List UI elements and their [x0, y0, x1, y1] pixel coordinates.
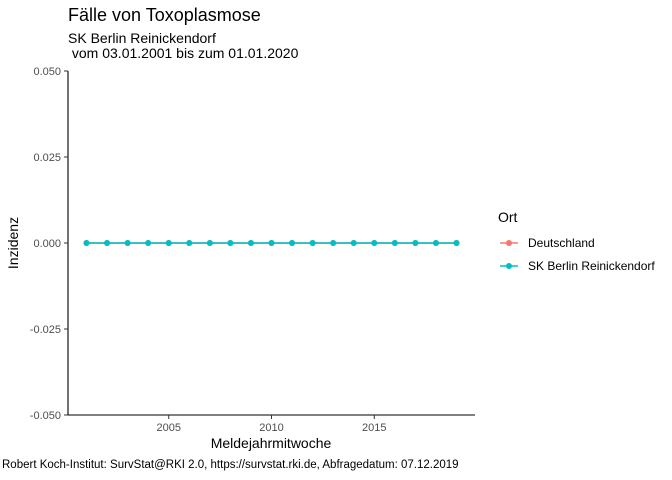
data-point [309, 240, 316, 246]
data-point [330, 240, 337, 246]
y-tick-label: -0.050 [30, 410, 61, 422]
data-point [391, 240, 398, 246]
legend-label: Deutschland [528, 236, 595, 250]
legend: Ort Deutschland SK Berlin Reinickendorf [498, 209, 655, 273]
y-tick-label: 0.050 [33, 66, 61, 78]
x-tick-label: 2010 [259, 422, 283, 434]
data-point [145, 240, 152, 246]
y-axis-title: Inzidenz [5, 217, 21, 269]
data-point [432, 240, 439, 246]
data-point [371, 240, 378, 246]
data-point [268, 240, 275, 246]
chart-title: Fälle von Toxoplasmose [68, 5, 261, 25]
y-tick-label: -0.025 [30, 324, 61, 336]
data-point [104, 240, 111, 246]
data-point [83, 240, 90, 246]
data-point [206, 240, 213, 246]
y-tick-label: 0.025 [33, 152, 61, 164]
data-point [453, 240, 460, 246]
legend-label: SK Berlin Reinickendorf [528, 259, 655, 273]
x-tick-label: 2005 [156, 422, 180, 434]
legend-key-point [506, 240, 512, 246]
subtitle-line-2: vom 03.01.2001 bis zum 01.01.2020 [68, 45, 299, 61]
data-point [350, 240, 357, 246]
y-tick-label: 0.000 [33, 238, 61, 250]
chart-marks [83, 240, 460, 246]
axes: -0.050 -0.025 0.000 0.025 0.050 2005 2010 2015 [30, 66, 475, 434]
legend-title: Ort [498, 209, 518, 225]
legend-key-point [506, 263, 512, 269]
chart-subtitle: SK Berlin Reinickendorf vom 03.01.2001 b… [68, 31, 298, 61]
data-point [289, 240, 296, 246]
data-point [124, 240, 131, 246]
data-point [186, 240, 193, 246]
chart-caption: Robert Koch-Institut: SurvStat@RKI 2.0, … [2, 459, 459, 471]
x-axis-title: Meldejahrmitwoche [211, 435, 332, 451]
data-point [412, 240, 419, 246]
data-point [227, 240, 234, 246]
data-point [165, 240, 172, 246]
data-point [247, 240, 254, 246]
x-tick-label: 2015 [362, 422, 386, 434]
subtitle-line-1: SK Berlin Reinickendorf [68, 30, 216, 46]
